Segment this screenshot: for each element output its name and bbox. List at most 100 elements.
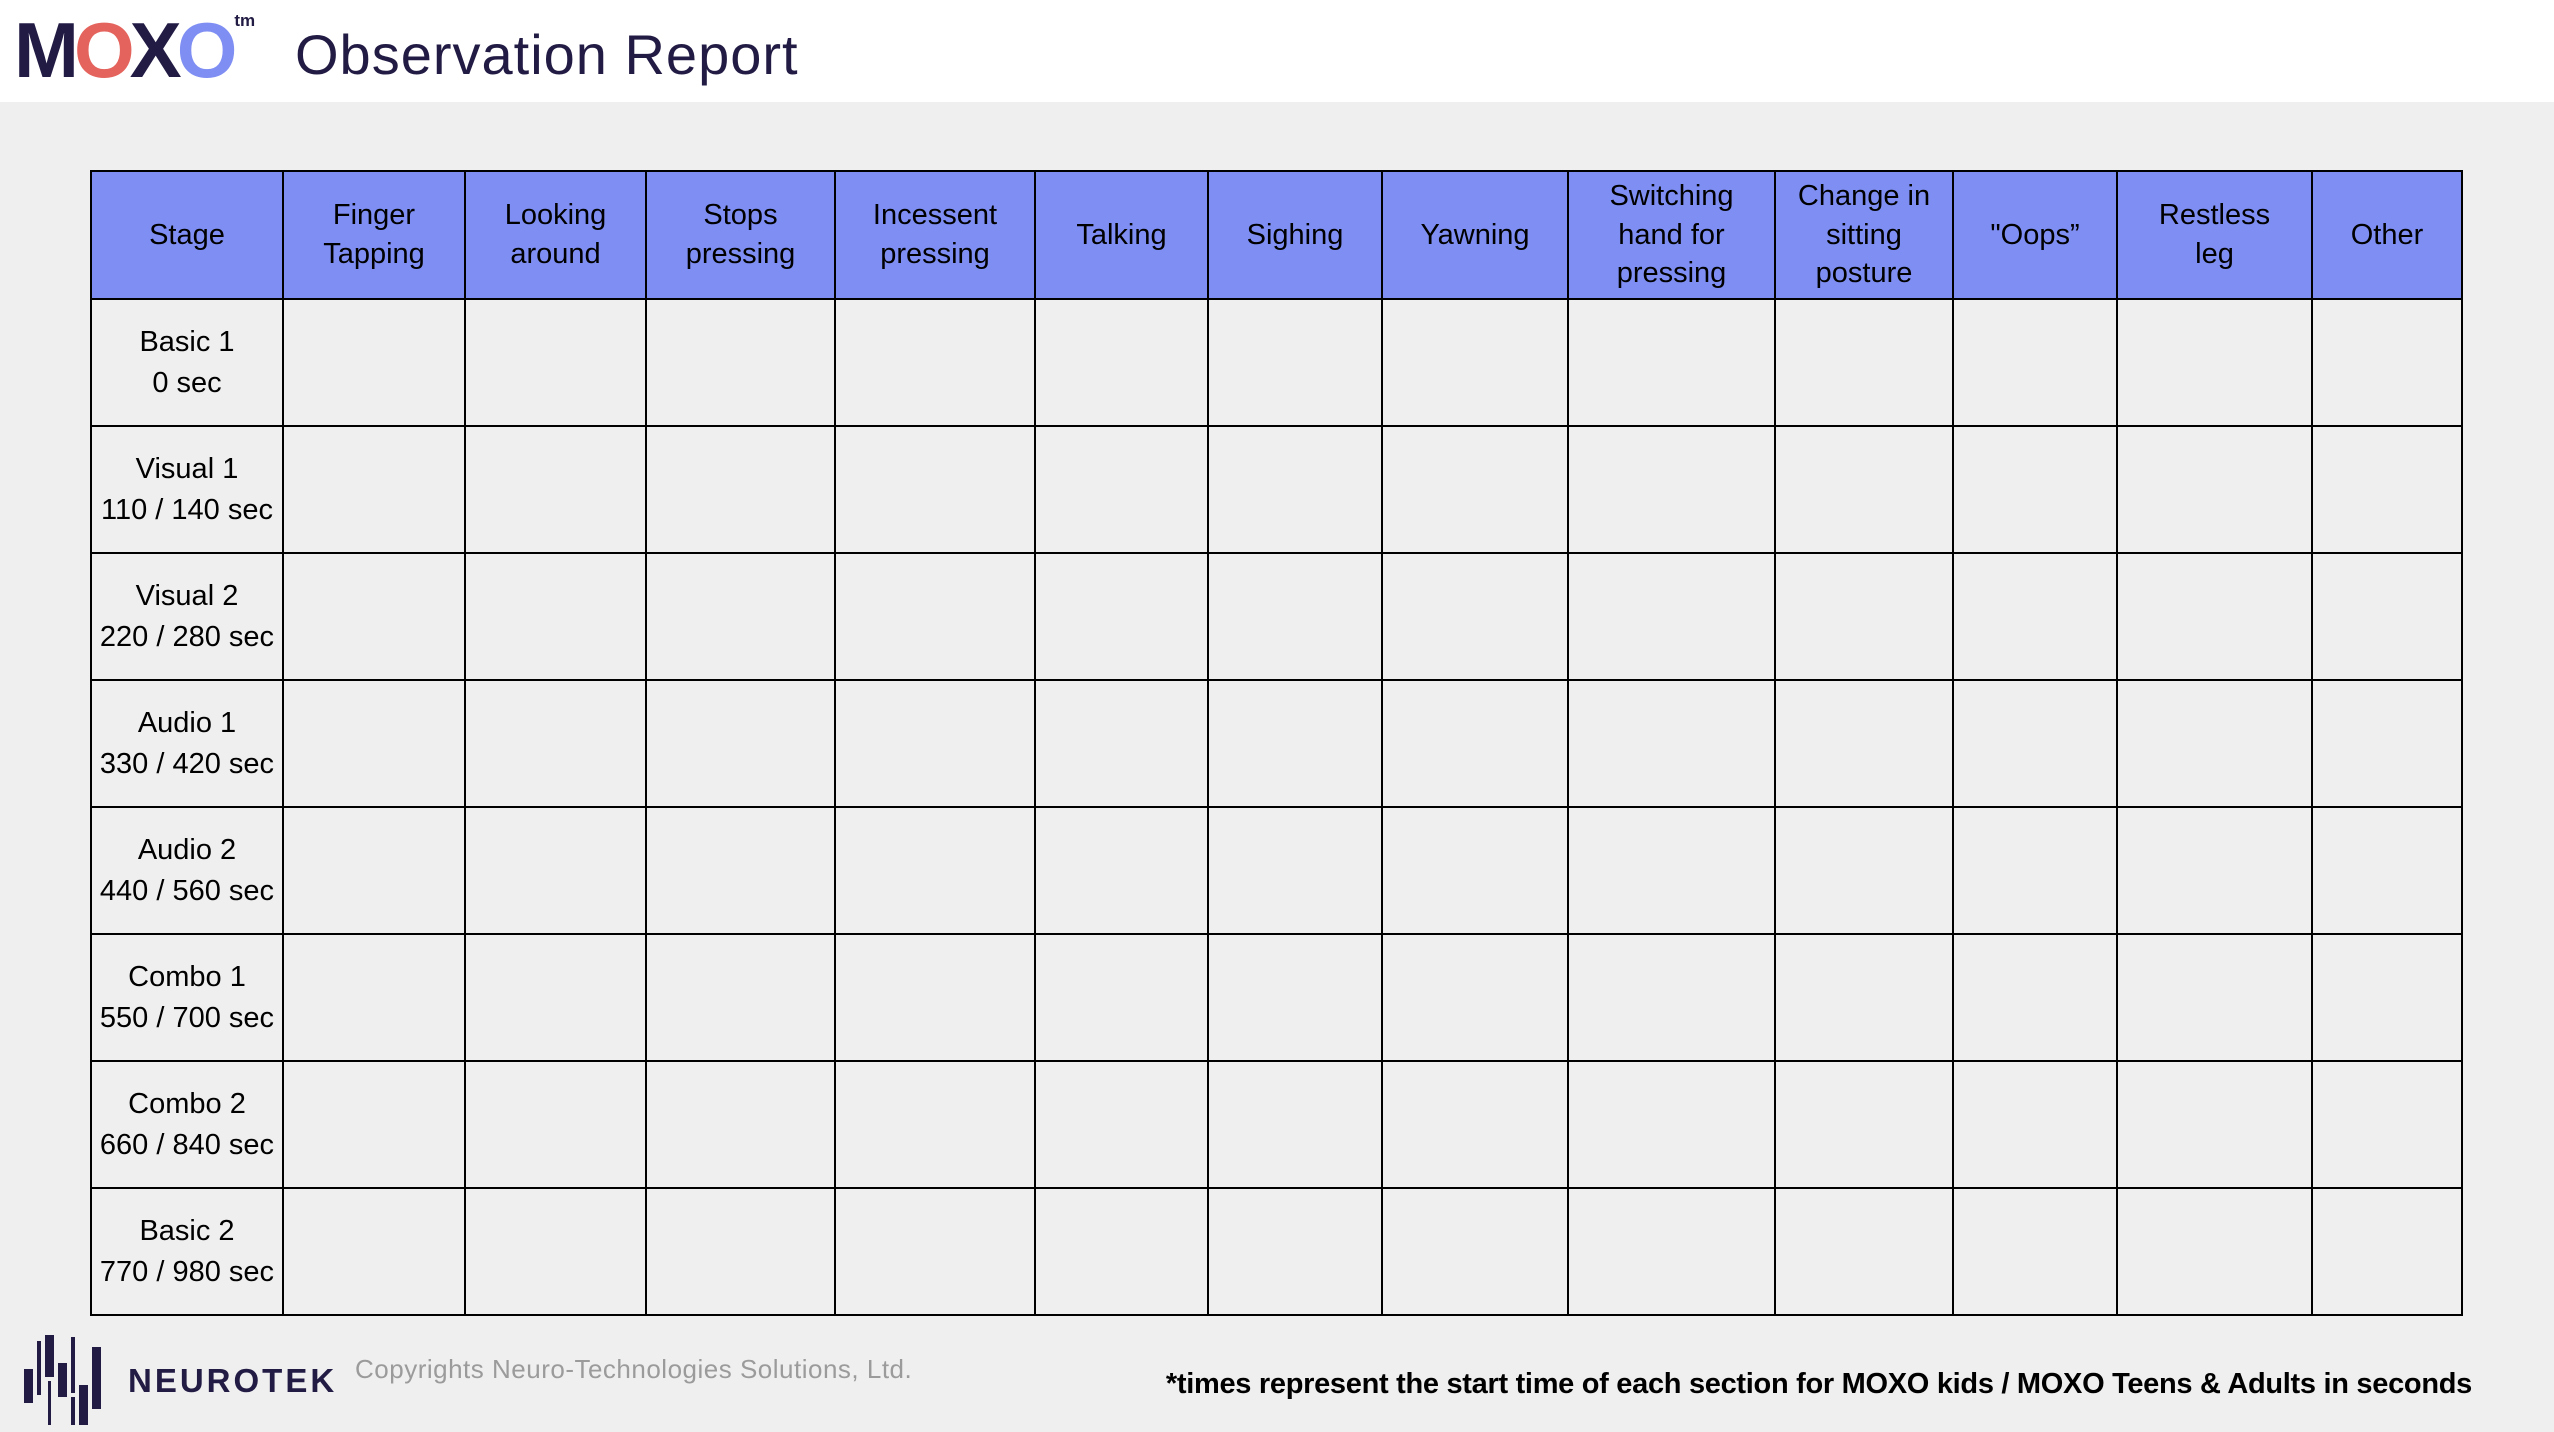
observation-cell [1207, 425, 1383, 554]
observation-cell [834, 552, 1036, 681]
observation-cell [1774, 1060, 1954, 1189]
stage-label-cell: Visual 2 220 / 280 sec [90, 552, 284, 681]
table-row: Combo 2 660 / 840 sec [90, 1060, 2463, 1189]
observation-cell [2311, 425, 2463, 554]
observation-cell [1774, 425, 1954, 554]
stage-name: Basic 1 [139, 326, 235, 359]
observation-cell [2116, 552, 2313, 681]
moxo-logo-letter-m: M [14, 6, 79, 94]
observation-cell [645, 1060, 836, 1189]
table-row: Visual 2 220 / 280 sec [90, 552, 2463, 681]
observation-cell [2311, 933, 2463, 1062]
column-header-oops: "Oops” [1952, 170, 2118, 300]
observation-cell [1381, 806, 1569, 935]
neurotek-logo: NEUROTEK [24, 1332, 337, 1430]
table-row: Basic 2 770 / 980 sec [90, 1187, 2463, 1316]
column-header-incessent-pressing: Incessent pressing [834, 170, 1036, 300]
observation-cell [1567, 298, 1776, 427]
stage-label-cell: Combo 1 550 / 700 sec [90, 933, 284, 1062]
stage-time: 0 sec [152, 366, 222, 399]
table-row: Combo 1 550 / 700 sec [90, 933, 2463, 1062]
table-header-row: Stage Finger Tapping Looking around Stop… [90, 170, 2463, 300]
observation-cell [1952, 1060, 2118, 1189]
observation-cell [1774, 933, 1954, 1062]
trademark-mark: tm [234, 11, 256, 30]
stage-time: 220 / 280 sec [99, 620, 275, 653]
stage-name: Basic 2 [139, 1215, 235, 1248]
observation-cell [464, 806, 647, 935]
observation-cell [1034, 1187, 1209, 1316]
column-header-stage: Stage [90, 170, 284, 300]
observation-cell [834, 425, 1036, 554]
observation-cell [1567, 933, 1776, 1062]
observation-cell [1774, 1187, 1954, 1316]
observation-cell [1381, 1187, 1569, 1316]
observation-cell [464, 1187, 647, 1316]
observation-cell [645, 1187, 836, 1316]
stage-time: 440 / 560 sec [99, 874, 275, 907]
observation-cell [2116, 1187, 2313, 1316]
stage-label-cell: Audio 1 330 / 420 sec [90, 679, 284, 808]
top-bar: M O X O tm Observation Report [0, 0, 2554, 102]
observation-cell [282, 552, 466, 681]
observation-cell [282, 806, 466, 935]
column-header-restless-leg: Restless leg [2116, 170, 2313, 300]
column-header-looking-around: Looking around [464, 170, 647, 300]
observation-cell [282, 1060, 466, 1189]
observation-cell [2116, 298, 2313, 427]
column-header-switching-hand: Switching hand for pressing [1567, 170, 1776, 300]
stage-name: Visual 1 [135, 453, 239, 486]
observation-cell [2311, 552, 2463, 681]
stage-label-cell: Combo 2 660 / 840 sec [90, 1060, 284, 1189]
equalizer-bars-icon [24, 1333, 106, 1429]
observation-cell [2311, 1060, 2463, 1189]
observation-cell [834, 806, 1036, 935]
observation-cell [2311, 298, 2463, 427]
observation-cell [464, 425, 647, 554]
observation-cell [645, 933, 836, 1062]
column-header-talking: Talking [1034, 170, 1209, 300]
observation-cell [1207, 679, 1383, 808]
stage-label-cell: Basic 1 0 sec [90, 298, 284, 427]
observation-table: Stage Finger Tapping Looking around Stop… [90, 170, 2463, 1316]
observation-cell [2311, 679, 2463, 808]
observation-cell [834, 679, 1036, 808]
observation-cell [282, 933, 466, 1062]
observation-cell [1034, 298, 1209, 427]
observation-cell [282, 425, 466, 554]
observation-cell [834, 1187, 1036, 1316]
observation-cell [1381, 552, 1569, 681]
observation-cell [1567, 806, 1776, 935]
observation-cell [464, 298, 647, 427]
observation-cell [1207, 1187, 1383, 1316]
observation-cell [1774, 806, 1954, 935]
moxo-logo: M O X O tm [14, 6, 255, 94]
observation-cell [645, 425, 836, 554]
observation-cell [2116, 933, 2313, 1062]
observation-cell [464, 552, 647, 681]
column-header-other: Other [2311, 170, 2463, 300]
column-header-finger-tapping: Finger Tapping [282, 170, 466, 300]
table-row: Audio 2 440 / 560 sec [90, 806, 2463, 935]
column-header-stops-pressing: Stops pressing [645, 170, 836, 300]
moxo-logo-letter-x: X [129, 6, 182, 94]
observation-cell [1567, 1187, 1776, 1316]
observation-cell [1034, 806, 1209, 935]
column-header-yawning: Yawning [1381, 170, 1569, 300]
observation-cell [1952, 933, 2118, 1062]
observation-cell [1381, 1060, 1569, 1189]
observation-cell [1207, 806, 1383, 935]
observation-cell [282, 1187, 466, 1316]
stage-name: Combo 1 [128, 961, 246, 994]
stage-name: Visual 2 [135, 580, 239, 613]
observation-cell [1207, 933, 1383, 1062]
report-body: Stage Finger Tapping Looking around Stop… [0, 102, 2554, 1432]
observation-cell [645, 806, 836, 935]
moxo-logo-letter-o-coral: O [73, 6, 135, 94]
observation-cell [2116, 806, 2313, 935]
observation-cell [2116, 1060, 2313, 1189]
copyright-text: Copyrights Neuro-Technologies Solutions,… [355, 1354, 913, 1384]
observation-cell [1952, 552, 2118, 681]
observation-cell [1567, 679, 1776, 808]
observation-cell [1952, 425, 2118, 554]
